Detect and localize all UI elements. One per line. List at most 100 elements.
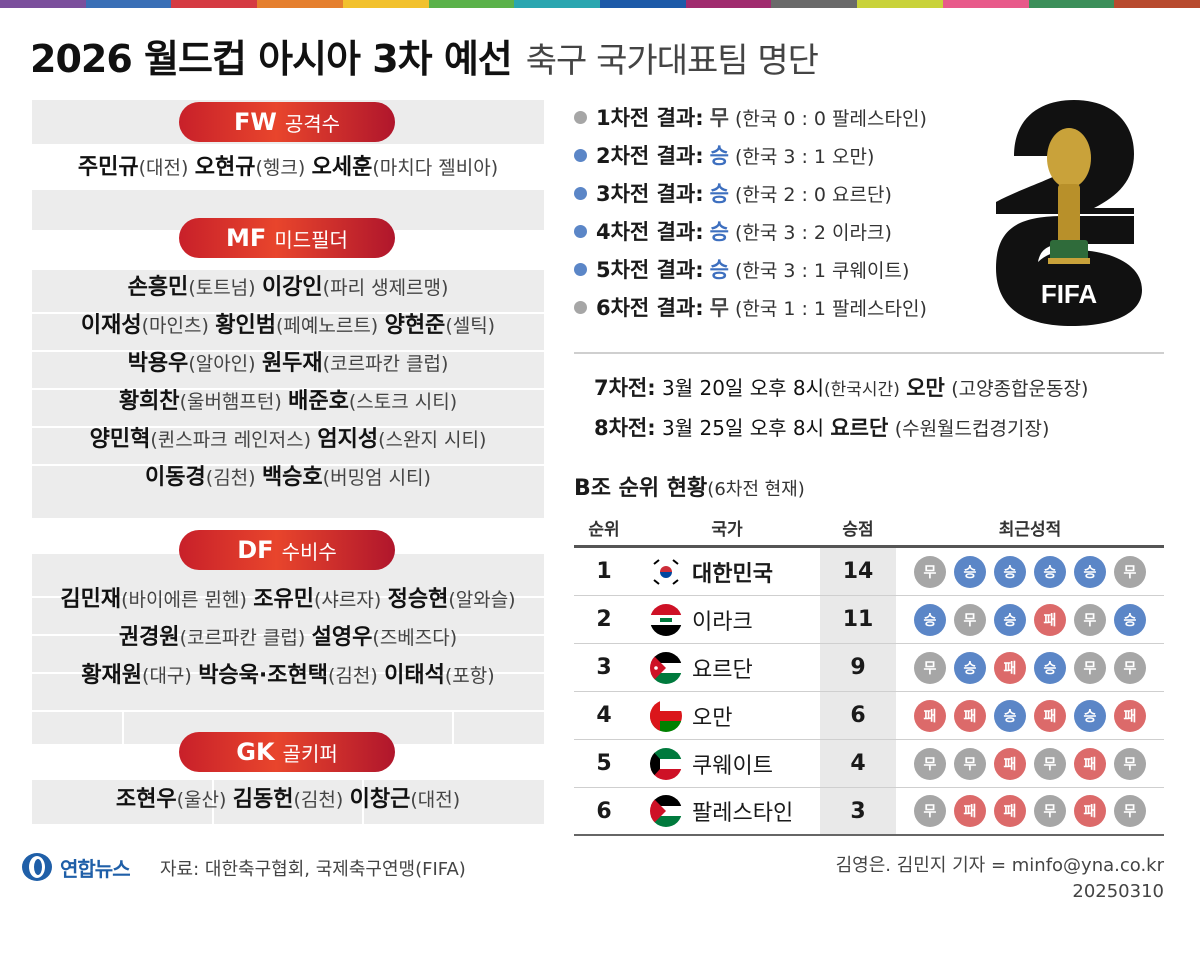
player-club: (울산) [176,789,227,811]
group-title-note: (6차전 현재) [707,479,805,500]
player-name: 양현준 [384,313,446,338]
rank-cell: 3 [596,655,612,680]
result-value: 무 [709,106,729,130]
player-name: 이창근 [349,787,411,812]
fixture-opponent: 요르단 [830,416,889,440]
team-name: 오만 [692,705,733,731]
form-badge: 승 [1034,651,1066,684]
credit-date: 20250310 [1072,881,1164,902]
player-name: 손흥민 [127,275,189,300]
form-badge: 승 [994,603,1026,636]
result-label: 2차전 결과: [596,144,704,168]
mf-name: 미드필더 [274,227,348,252]
result-label: 6차전 결과: [596,296,704,320]
team-name: 쿠웨이트 [692,753,773,779]
result-value: 승 [709,220,729,244]
standings-row: 5 쿠웨이트 4 무 무 패 무 패 무 [574,740,1164,788]
standings-header: 순위 국가 승점 최근성적 [574,510,1164,548]
player-row: 조현우(울산) 김동헌(김천) 이창근(대전) [32,784,544,814]
fixture-row: 8차전: 3월 25일 오후 8시 요르단 (수원월드컵경기장) [594,408,1164,448]
points-cell: 9 [820,644,896,691]
player-club: (파리 생제르맹) [322,277,449,299]
result-dot [574,300,587,314]
result-dot [574,224,587,238]
standings-table: 순위 국가 승점 최근성적 1 대한민국 14 무 승 승 승 승 무 2 이라크 11 승 무 승 패 무 승 3… [574,510,1164,836]
player-name: 김민재 [60,587,122,612]
player-name: 배준호 [288,389,349,414]
result-row: 5차전 결과: 승 (한국 3 : 1 쿠웨이트) [574,250,974,288]
credit-text: 김영은. 김민지 기자 = minfo@yna.co.kr [835,855,1164,876]
header-rank: 순위 [588,520,620,540]
header-form: 최근성적 [998,520,1062,540]
palestine-flag-icon [650,795,682,827]
form-badge: 무 [914,795,946,827]
player-name: 박용우 [127,351,189,376]
form-badge: 패 [1074,747,1106,780]
player-name: 정승현 [387,587,449,612]
player-name: 백승호 [261,465,323,490]
standings-row: 6 팔레스타인 3 무 패 패 무 패 무 [574,788,1164,836]
form-badge: 패 [914,699,946,732]
mf-code: MF [226,224,267,252]
top-bar-segment [600,0,686,8]
form-badge: 승 [954,651,986,684]
team-name: 요르단 [692,657,753,683]
player-name: 엄지성 [317,427,379,452]
result-detail: (한국 3 : 1 오만) [734,145,875,168]
fixture-row: 7차전: 3월 20일 오후 8시(한국시간) 오만 (고양종합운동장) [594,368,1164,408]
top-color-bar [0,0,1200,8]
form-badge: 패 [994,795,1026,827]
fw-code: FW [233,108,277,136]
result-value: 무 [709,296,729,320]
top-bar-segment [0,0,86,8]
result-row: 4차전 결과: 승 (한국 3 : 2 이라크) [574,212,974,250]
df-name: 수비수 [281,539,337,564]
result-detail: (한국 3 : 1 쿠웨이트) [734,259,910,282]
form-badge: 승 [1034,555,1066,588]
form-badge: 패 [954,699,986,732]
top-bar-segment [857,0,943,8]
form-badge: 패 [994,651,1026,684]
team-cell: 쿠웨이트 [634,747,820,780]
credit-block: 김영은. 김민지 기자 = minfo@yna.co.kr 20250310 [836,853,1164,905]
form-badge: 무 [1114,651,1146,684]
player-club: (마치다 젤비아) [372,157,499,179]
header-team: 국가 [711,520,743,540]
player-club: (토트넘) [188,277,256,299]
result-dot [574,262,587,276]
fixture-venue: (수원월드컵경기장) [894,418,1050,440]
form-badge: 무 [1034,795,1066,827]
fixture-label: 7차전: [594,376,656,400]
player-club: (퀸스파크 레인저스) [150,429,312,451]
player-row: 김민재(바이에른 뮌헨) 조유민(샤르자) 정승현(알와슬) [32,584,544,614]
iraq-flag-icon [650,603,682,636]
form-badge: 패 [1114,699,1146,732]
points-cell: 3 [820,788,896,834]
form-badge: 패 [994,747,1026,780]
player-name: 원두재 [261,351,323,376]
player-club: (울버햄프턴) [179,391,282,413]
fifa-text: FIFA [1041,279,1098,309]
player-name: 이태석 [384,663,445,688]
team-cell: 대한민국 [634,555,820,588]
player-row: 양민혁(퀸스파크 레인저스) 엄지성(스완지 시티) [32,424,544,454]
top-bar-segment [771,0,858,8]
form-badge: 무 [1114,555,1146,588]
player-name: 권경원 [118,625,180,650]
player-name: 오현규 [194,155,256,180]
player-row: 손흥민(토트넘) 이강인(파리 생제르맹) [32,272,544,302]
form-badge: 무 [954,747,986,780]
form-badge: 승 [914,603,946,636]
form-badge: 무 [914,651,946,684]
result-detail: (한국 0 : 0 팔레스타인) [734,107,927,130]
gk-name: 골키퍼 [282,741,338,766]
result-dot [574,186,587,200]
player-club: (페예노르트) [275,315,379,337]
gk-code: GK [236,738,275,766]
player-name: 박승욱·조현택 [198,663,328,688]
